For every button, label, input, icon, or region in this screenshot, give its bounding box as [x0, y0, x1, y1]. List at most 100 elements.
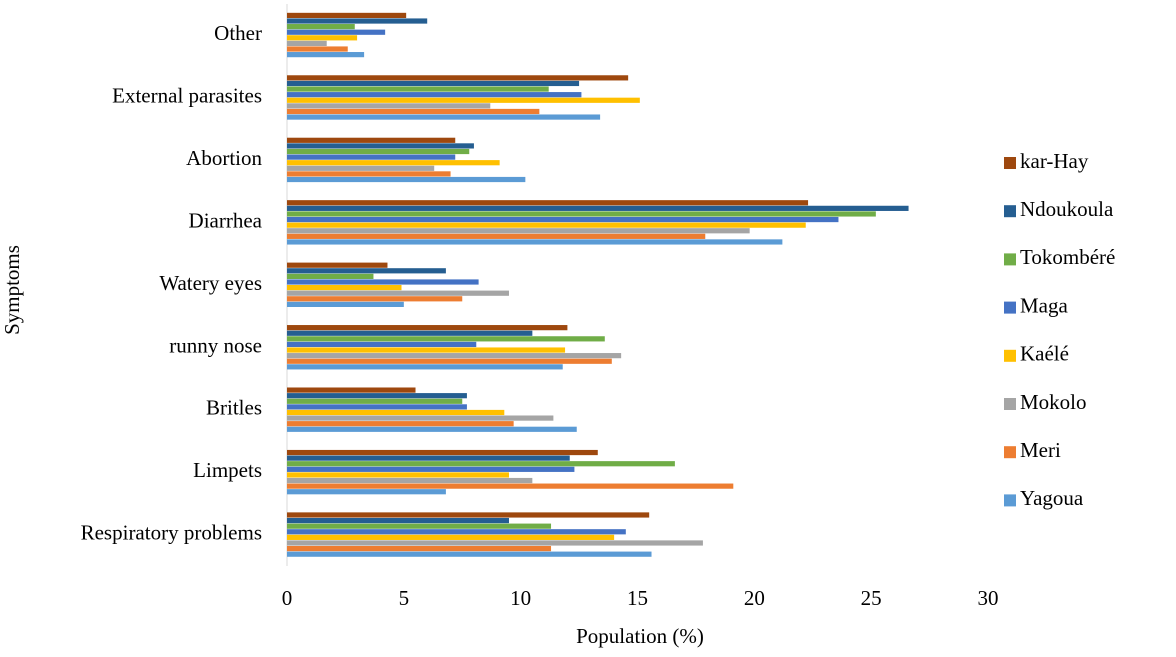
bar	[287, 336, 605, 342]
legend-swatch	[1004, 398, 1016, 410]
bar	[287, 211, 876, 217]
bar	[287, 103, 491, 109]
x-tick-label: 10	[510, 586, 531, 610]
x-tick-label: 5	[399, 586, 410, 610]
y-tick-label: Britles	[206, 396, 262, 420]
bar	[287, 35, 358, 41]
bar	[287, 86, 549, 92]
bar	[287, 545, 552, 552]
x-tick-label: 15	[627, 586, 648, 610]
bar	[287, 176, 526, 183]
y-tick-label: Watery eyes	[159, 271, 262, 295]
legend-label: Kaélé	[1020, 342, 1069, 366]
bar	[287, 216, 839, 223]
legend-label: Maga	[1020, 293, 1068, 317]
bar	[287, 24, 355, 30]
bar	[287, 358, 612, 364]
bar	[287, 108, 540, 115]
bar	[287, 461, 675, 467]
bar	[287, 171, 451, 177]
bar	[287, 472, 509, 478]
bar	[287, 143, 474, 149]
bar	[287, 466, 575, 472]
bar	[287, 222, 806, 228]
bar	[287, 137, 456, 143]
bar	[287, 393, 467, 399]
bar	[287, 97, 640, 103]
bar	[287, 325, 568, 331]
legend-swatch	[1004, 205, 1016, 218]
bar	[287, 239, 783, 245]
legend-label: Tokombéré	[1020, 245, 1115, 269]
y-tick-label: runny nose	[169, 333, 262, 357]
bar	[287, 296, 463, 302]
bar	[287, 523, 552, 529]
bar	[287, 205, 909, 211]
legend-swatch	[1004, 446, 1016, 459]
bar	[287, 398, 463, 404]
y-tick-label: Diarrhea	[189, 208, 263, 232]
x-tick-label: 0	[282, 586, 293, 610]
y-tick-label: Other	[214, 21, 262, 45]
legend-swatch	[1004, 157, 1016, 169]
bar	[287, 268, 446, 274]
bar	[287, 52, 365, 58]
bar	[287, 154, 456, 160]
bar	[287, 200, 809, 206]
bar	[287, 233, 706, 239]
bar	[287, 364, 563, 370]
bar	[287, 29, 386, 35]
y-tick-label: Respiratory problems	[81, 521, 262, 545]
bar	[287, 262, 388, 268]
bar	[287, 415, 554, 421]
legend-swatch	[1004, 301, 1016, 314]
bar	[287, 404, 467, 410]
bar	[287, 148, 470, 155]
bar	[287, 301, 404, 307]
bar	[287, 455, 570, 461]
bar	[287, 92, 582, 98]
bar	[287, 228, 750, 234]
x-tick-label: 25	[861, 586, 882, 610]
y-tick-label: Abortion	[186, 146, 262, 170]
y-tick-label: External parasites	[112, 83, 262, 107]
bar	[287, 489, 446, 495]
bar	[287, 409, 505, 416]
x-axis-title: Population (%)	[576, 624, 704, 648]
bar	[287, 517, 509, 524]
y-tick-label: Limpets	[193, 458, 262, 482]
bar	[287, 353, 622, 359]
bar	[287, 341, 477, 348]
bar	[287, 483, 734, 489]
bar	[287, 347, 566, 353]
bar	[287, 285, 402, 291]
bar	[287, 529, 626, 535]
y-axis-title: Symptoms	[0, 245, 24, 335]
legend-label: Ndoukoula	[1020, 197, 1114, 221]
bar	[287, 114, 601, 120]
x-tick-label: 20	[744, 586, 765, 610]
legend-label: Mokolo	[1020, 390, 1087, 414]
bar	[287, 165, 435, 171]
bar	[287, 18, 428, 24]
bar	[287, 75, 629, 81]
legend-label: Yagoua	[1020, 486, 1084, 510]
legend-swatch	[1004, 253, 1016, 266]
legend-swatch	[1004, 349, 1016, 362]
bar	[287, 477, 533, 484]
bar	[287, 290, 509, 296]
bar	[287, 279, 479, 285]
bar	[287, 46, 348, 52]
bar	[287, 160, 500, 166]
bar	[287, 449, 598, 456]
legend-swatch	[1004, 494, 1016, 507]
bar	[287, 273, 374, 279]
x-tick-label: 30	[978, 586, 999, 610]
bar	[287, 421, 514, 427]
bar	[287, 12, 407, 19]
bar	[287, 40, 327, 47]
bar	[287, 512, 650, 518]
legend-label: Meri	[1020, 438, 1061, 462]
bar	[287, 540, 703, 546]
